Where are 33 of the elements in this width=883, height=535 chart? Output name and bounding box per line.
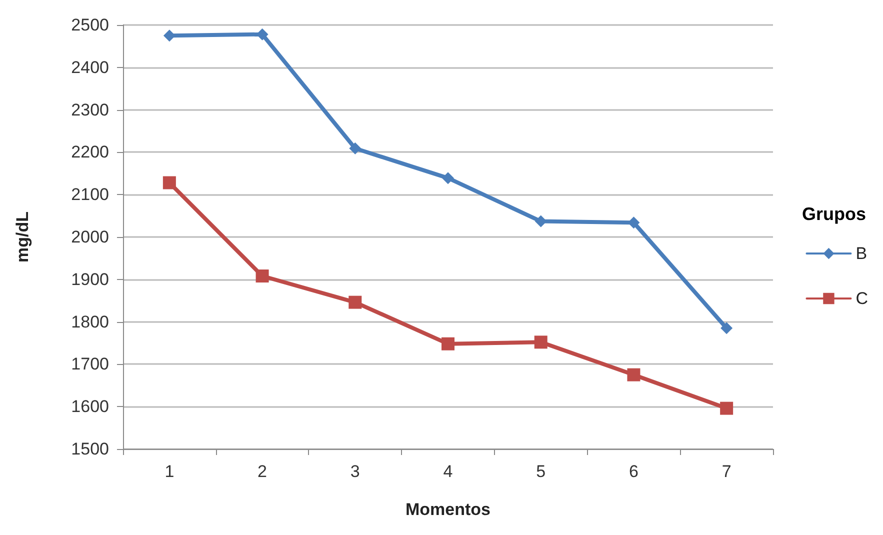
x-tick-label: 5 — [536, 462, 546, 481]
x-axis-title: Momentos — [406, 500, 490, 519]
legend-label: C — [856, 289, 868, 308]
point — [442, 172, 454, 184]
y-tick-label: 1600 — [71, 397, 109, 416]
point — [534, 336, 548, 349]
y-tick-label: 2000 — [71, 228, 109, 246]
y-tick-label: 1700 — [71, 354, 109, 374]
x-tick-label: 7 — [722, 462, 732, 481]
point — [256, 270, 269, 283]
x-tick-label: 1 — [164, 462, 174, 481]
point — [720, 322, 733, 334]
y-tick-label: 1500 — [71, 440, 109, 458]
x-tick-label: 3 — [350, 462, 360, 481]
y-tick-label: 2100 — [71, 185, 109, 204]
legend-label: B — [856, 244, 868, 263]
legend-title: Grupos — [802, 204, 866, 224]
point — [162, 176, 176, 190]
y-tick-label: 1900 — [71, 270, 109, 289]
y-axis-title: mg/dL — [13, 212, 32, 262]
point — [627, 368, 640, 382]
x-tick-label: 4 — [443, 462, 453, 481]
point — [720, 402, 734, 415]
y-tick-label: 2500 — [71, 16, 109, 34]
y-tick-label: 2200 — [71, 142, 109, 162]
y-tick-label: 2300 — [71, 100, 109, 120]
y-tick-label: 1800 — [71, 312, 109, 332]
x-tick-label: 2 — [258, 462, 268, 481]
x-tick-label: 6 — [628, 462, 638, 481]
point — [349, 142, 362, 154]
point — [348, 296, 362, 309]
point — [442, 337, 454, 350]
y-tick-label: 2400 — [71, 58, 109, 77]
